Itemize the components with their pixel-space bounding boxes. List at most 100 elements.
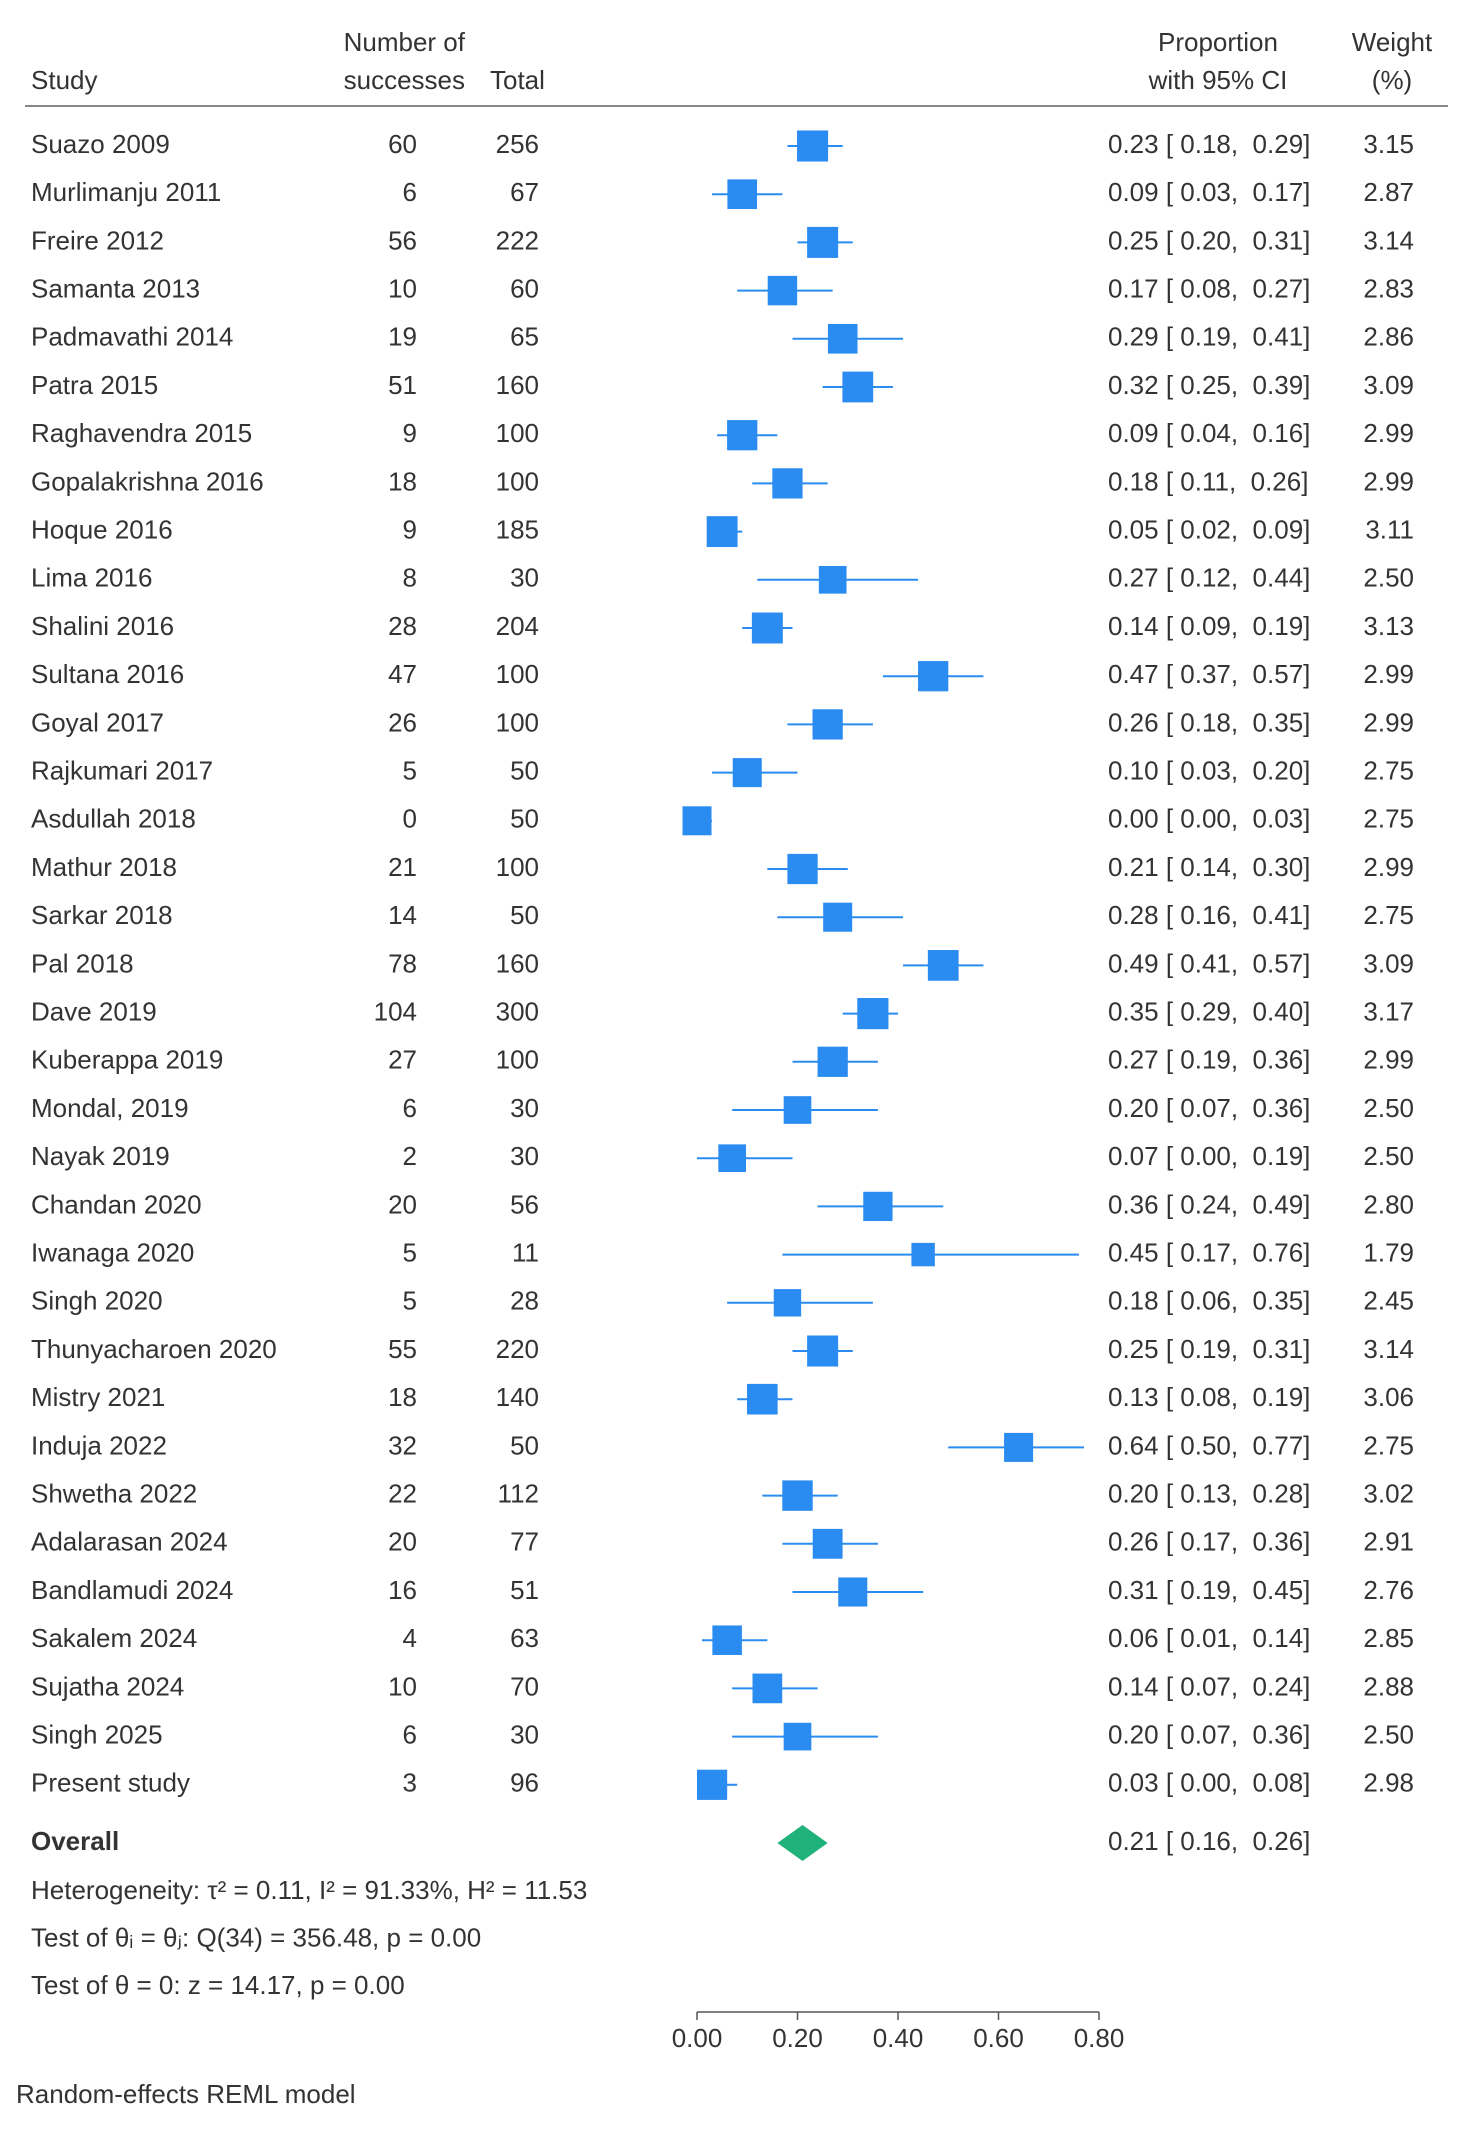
weight-label: 2.91	[1363, 1527, 1414, 1557]
weight-label: 2.50	[1363, 563, 1414, 593]
study-square	[783, 1096, 812, 1124]
successes: 56	[388, 225, 417, 255]
successes: 14	[388, 900, 417, 930]
successes: 78	[388, 948, 417, 978]
weight-label: 3.14	[1363, 1334, 1414, 1364]
study-square	[712, 1625, 742, 1655]
total: 30	[510, 1719, 539, 1749]
successes: 18	[388, 466, 417, 496]
successes: 20	[388, 1189, 417, 1219]
study-name: Lima 2016	[31, 563, 152, 593]
total: 50	[510, 755, 539, 785]
total: 100	[496, 852, 539, 882]
ci-label: 0.27 [ 0.12, 0.44]	[1108, 563, 1310, 593]
study-name: Iwanaga 2020	[31, 1237, 194, 1267]
total: 100	[496, 659, 539, 689]
study-name: Shalini 2016	[31, 611, 174, 641]
ci-label: 0.20 [ 0.13, 0.28]	[1108, 1478, 1310, 1508]
total: 100	[496, 418, 539, 448]
study-square	[752, 1673, 783, 1704]
study-name: Sultana 2016	[31, 659, 184, 689]
study-square	[797, 130, 829, 162]
total: 30	[510, 1141, 539, 1171]
study-name: Sujatha 2024	[31, 1671, 184, 1701]
ci-label: 0.20 [ 0.07, 0.36]	[1108, 1719, 1310, 1749]
weight-label: 3.15	[1363, 129, 1414, 159]
successes: 60	[388, 129, 417, 159]
ci-label: 0.18 [ 0.11, 0.26]	[1108, 466, 1308, 496]
weight-label: 2.98	[1363, 1768, 1414, 1798]
total: 50	[510, 804, 539, 834]
study-square	[751, 612, 783, 644]
weight-label: 3.09	[1363, 370, 1414, 400]
total: 100	[496, 466, 539, 496]
total: 96	[510, 1768, 539, 1798]
study-square	[807, 1335, 839, 1367]
ci-label: 0.17 [ 0.08, 0.27]	[1108, 273, 1310, 303]
successes: 104	[374, 996, 417, 1026]
note: Test of θ = 0: z = 14.17, p = 0.00	[31, 1970, 405, 2000]
weight-label: 3.13	[1363, 611, 1414, 641]
total: 28	[510, 1286, 539, 1316]
header-successes: Number of	[344, 27, 466, 57]
study-square	[787, 853, 818, 885]
study-name: Padmavathi 2014	[31, 322, 233, 352]
study-square	[767, 275, 798, 306]
successes: 21	[388, 852, 417, 882]
ci-label: 0.14 [ 0.09, 0.19]	[1108, 611, 1310, 641]
weight-label: 2.99	[1363, 707, 1414, 737]
weight-label: 3.02	[1363, 1478, 1414, 1508]
study-name: Mistry 2021	[31, 1382, 165, 1412]
total: 60	[510, 273, 539, 303]
successes: 6	[403, 1719, 417, 1749]
total: 50	[510, 1430, 539, 1460]
total: 160	[496, 370, 539, 400]
weight-label: 2.83	[1363, 273, 1414, 303]
ci-label: 0.20 [ 0.07, 0.36]	[1108, 1093, 1310, 1123]
study-name: Chandan 2020	[31, 1189, 202, 1219]
successes: 2	[403, 1141, 417, 1171]
successes: 5	[403, 1286, 417, 1316]
successes: 5	[403, 1237, 417, 1267]
study-name: Asdullah 2018	[31, 804, 196, 834]
weight-label: 2.99	[1363, 418, 1414, 448]
x-tick-label: 0.20	[772, 2023, 823, 2053]
weight-label: 2.50	[1363, 1093, 1414, 1123]
ci-label: 0.26 [ 0.18, 0.35]	[1108, 707, 1310, 737]
weight-label: 2.75	[1363, 804, 1414, 834]
study-name: Rajkumari 2017	[31, 755, 213, 785]
study-name: Gopalakrishna 2016	[31, 466, 264, 496]
study-name: Sarkar 2018	[31, 900, 173, 930]
ci-label: 0.28 [ 0.16, 0.41]	[1108, 900, 1310, 930]
study-square	[727, 420, 758, 451]
study-square	[732, 758, 762, 788]
study-square	[727, 179, 758, 210]
weight-label: 3.17	[1363, 996, 1414, 1026]
overall-diamond	[777, 1825, 828, 1861]
ci-label: 0.03 [ 0.00, 0.08]	[1108, 1768, 1310, 1798]
study-name: Pal 2018	[31, 948, 134, 978]
ci-label: 0.07 [ 0.00, 0.19]	[1108, 1141, 1310, 1171]
weight-label: 2.88	[1363, 1671, 1414, 1701]
header-ci: Proportion	[1158, 27, 1278, 57]
ci-label: 0.18 [ 0.06, 0.35]	[1108, 1286, 1310, 1316]
x-tick-label: 0.00	[672, 2023, 723, 2053]
ci-label: 0.09 [ 0.03, 0.17]	[1108, 177, 1310, 207]
study-square	[1004, 1432, 1034, 1462]
note: Heterogeneity: τ² = 0.11, I² = 91.33%, H…	[31, 1875, 587, 1905]
total: 112	[498, 1478, 539, 1508]
weight-label: 2.87	[1363, 177, 1414, 207]
x-tick-label: 0.60	[973, 2023, 1024, 2053]
study-square	[773, 1289, 802, 1317]
ci-label: 0.13 [ 0.08, 0.19]	[1108, 1382, 1310, 1412]
total: 70	[510, 1671, 539, 1701]
study-square	[718, 1144, 747, 1173]
study-square	[863, 1191, 893, 1222]
study-name: Singh 2025	[31, 1719, 163, 1749]
weight-label: 2.85	[1363, 1623, 1414, 1653]
study-name: Suazo 2009	[31, 129, 170, 159]
study-square	[807, 226, 839, 258]
ci-label: 0.45 [ 0.17, 0.76]	[1108, 1237, 1310, 1267]
study-name: Murlimanju 2011	[31, 177, 221, 207]
